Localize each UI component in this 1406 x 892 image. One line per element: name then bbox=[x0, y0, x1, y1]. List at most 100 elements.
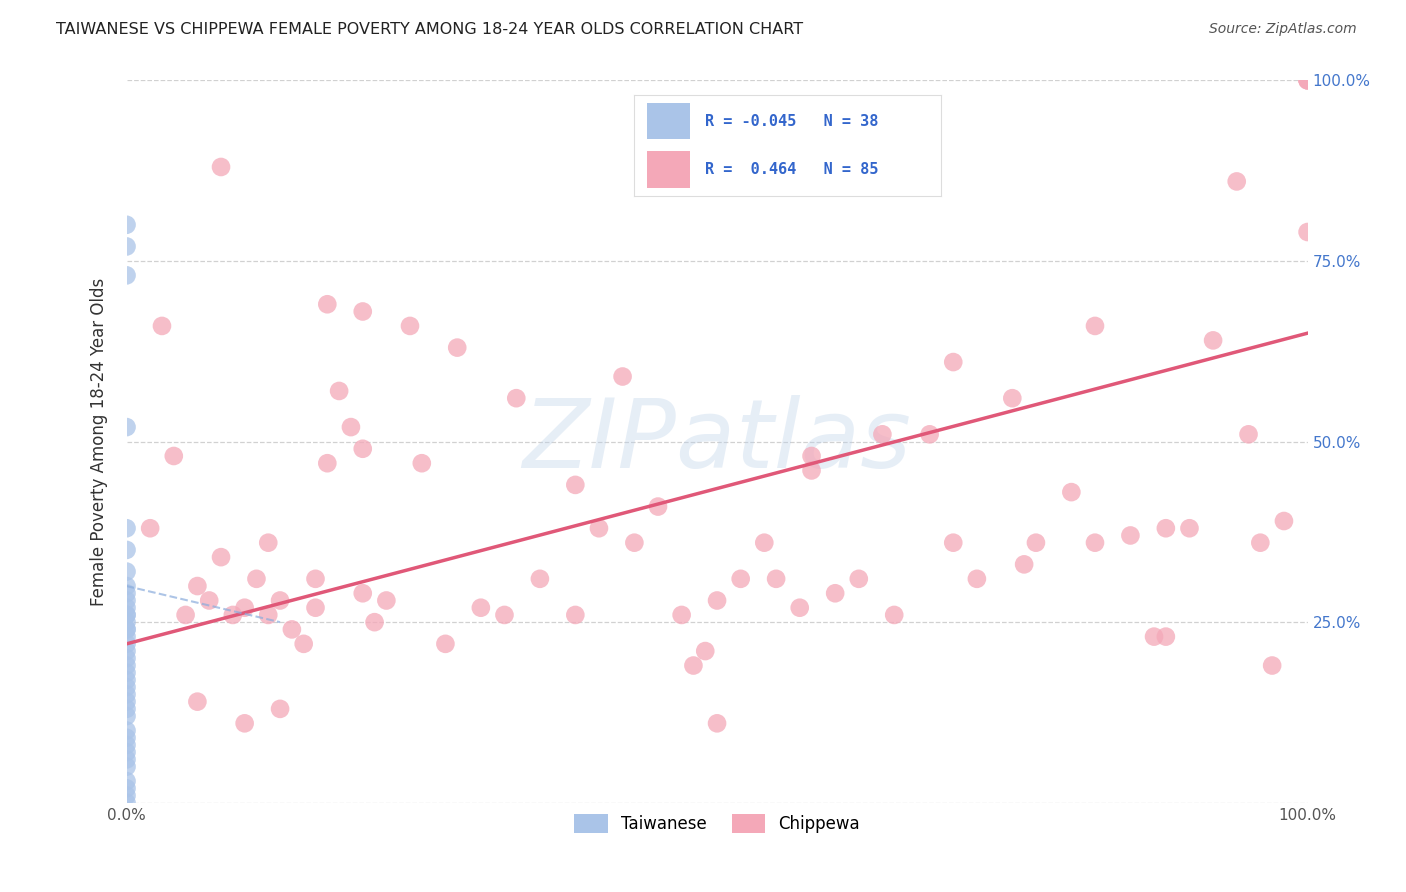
Point bbox=[115, 738, 138, 752]
Point bbox=[352, 442, 374, 456]
Point bbox=[411, 456, 433, 470]
Point bbox=[1084, 535, 1107, 549]
Point bbox=[115, 579, 138, 593]
Point bbox=[281, 623, 304, 637]
Point bbox=[115, 623, 138, 637]
Point bbox=[233, 716, 256, 731]
Point bbox=[115, 593, 138, 607]
Point bbox=[741, 174, 763, 188]
Legend: Taiwanese, Chippewa: Taiwanese, Chippewa bbox=[565, 805, 869, 841]
Point bbox=[115, 586, 138, 600]
Point bbox=[446, 341, 468, 355]
Point bbox=[340, 420, 363, 434]
Point bbox=[115, 789, 138, 803]
Point bbox=[115, 239, 138, 253]
Point bbox=[115, 752, 138, 766]
Point bbox=[115, 630, 138, 644]
Point bbox=[115, 709, 138, 723]
Point bbox=[115, 623, 138, 637]
Point bbox=[186, 579, 208, 593]
Point bbox=[174, 607, 197, 622]
Point bbox=[233, 600, 256, 615]
Point bbox=[918, 427, 941, 442]
Point bbox=[1249, 535, 1271, 549]
Point bbox=[115, 565, 138, 579]
Point bbox=[824, 586, 846, 600]
Point bbox=[1261, 658, 1284, 673]
Point bbox=[115, 521, 138, 535]
Point bbox=[115, 644, 138, 658]
Point bbox=[316, 297, 339, 311]
Point bbox=[115, 665, 138, 680]
Point bbox=[115, 651, 138, 665]
Point bbox=[706, 716, 728, 731]
Point bbox=[1143, 630, 1166, 644]
Point bbox=[209, 160, 232, 174]
Point bbox=[730, 572, 752, 586]
Point bbox=[115, 796, 138, 810]
Point bbox=[115, 687, 138, 701]
Point bbox=[115, 542, 138, 557]
Point bbox=[352, 586, 374, 600]
Point bbox=[1296, 73, 1319, 87]
Point bbox=[588, 521, 610, 535]
Point bbox=[316, 456, 339, 470]
Point bbox=[115, 658, 138, 673]
Point bbox=[257, 607, 280, 622]
Point bbox=[115, 218, 138, 232]
Point bbox=[115, 731, 138, 745]
Point bbox=[872, 427, 894, 442]
Point bbox=[682, 658, 704, 673]
Point bbox=[1202, 334, 1225, 348]
Point bbox=[1272, 514, 1295, 528]
Point bbox=[245, 572, 267, 586]
Point bbox=[269, 702, 291, 716]
Point bbox=[150, 318, 173, 333]
Text: ZIPatlas: ZIPatlas bbox=[523, 395, 911, 488]
Point bbox=[1237, 427, 1260, 442]
Point bbox=[115, 760, 138, 774]
Point bbox=[222, 607, 245, 622]
Point bbox=[494, 607, 516, 622]
Point bbox=[163, 449, 186, 463]
Point bbox=[269, 593, 291, 607]
Point bbox=[1154, 521, 1177, 535]
Point bbox=[115, 420, 138, 434]
Point bbox=[1001, 391, 1024, 405]
Point bbox=[647, 500, 669, 514]
Point bbox=[1119, 528, 1142, 542]
Point bbox=[564, 607, 586, 622]
Point bbox=[671, 607, 693, 622]
Y-axis label: Female Poverty Among 18-24 Year Olds: Female Poverty Among 18-24 Year Olds bbox=[90, 277, 108, 606]
Point bbox=[1178, 521, 1201, 535]
Point bbox=[292, 637, 315, 651]
Point bbox=[186, 695, 208, 709]
Point bbox=[470, 600, 492, 615]
Point bbox=[115, 600, 138, 615]
Point bbox=[1154, 630, 1177, 644]
Point bbox=[564, 478, 586, 492]
Point bbox=[1025, 535, 1047, 549]
Point bbox=[115, 615, 138, 630]
Point bbox=[115, 268, 138, 283]
Point bbox=[352, 304, 374, 318]
Point bbox=[328, 384, 350, 398]
Point bbox=[115, 774, 138, 789]
Point bbox=[1296, 73, 1319, 87]
Point bbox=[754, 535, 776, 549]
Point bbox=[115, 781, 138, 796]
Point bbox=[1084, 318, 1107, 333]
Point bbox=[198, 593, 221, 607]
Point bbox=[1296, 225, 1319, 239]
Point bbox=[363, 615, 385, 630]
Point bbox=[115, 695, 138, 709]
Point bbox=[612, 369, 634, 384]
Point bbox=[529, 572, 551, 586]
Point bbox=[623, 535, 645, 549]
Text: TAIWANESE VS CHIPPEWA FEMALE POVERTY AMONG 18-24 YEAR OLDS CORRELATION CHART: TAIWANESE VS CHIPPEWA FEMALE POVERTY AMO… bbox=[56, 22, 803, 37]
Point bbox=[115, 607, 138, 622]
Point bbox=[115, 607, 138, 622]
Point bbox=[765, 572, 787, 586]
Point bbox=[304, 572, 326, 586]
Point bbox=[434, 637, 457, 651]
